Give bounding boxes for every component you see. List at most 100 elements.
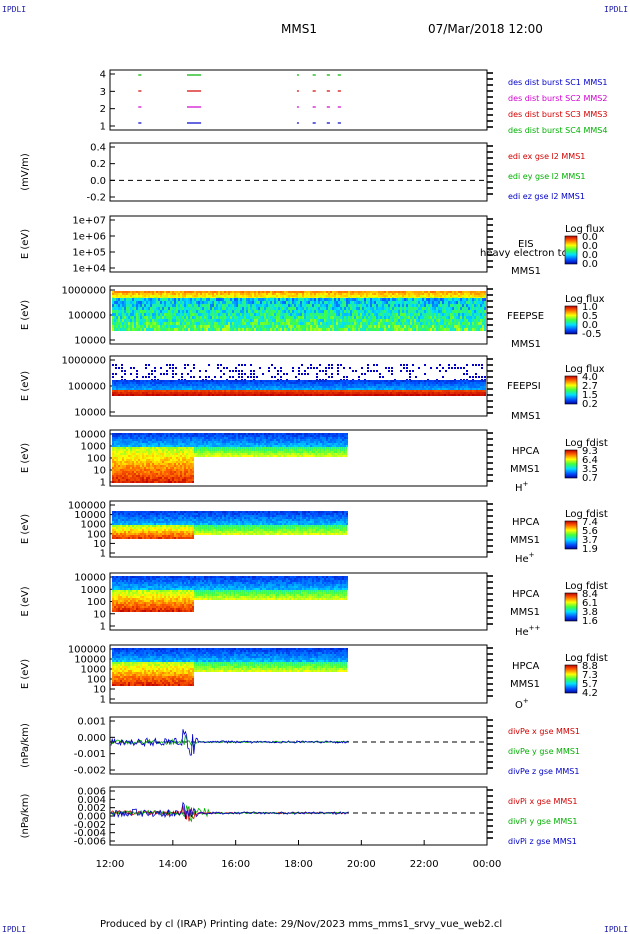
- spectrogram-cell: [334, 388, 336, 390]
- spectrogram-cell: [146, 322, 148, 325]
- spectrogram-cell: [272, 388, 274, 390]
- spectrogram-cell: [424, 380, 426, 382]
- spectrogram-cell: [274, 293, 276, 295]
- spectrogram-cell: [306, 392, 308, 394]
- spectrogram-cell: [148, 386, 150, 388]
- spectrogram-cell: [346, 376, 348, 378]
- spectrogram-cell: [440, 388, 442, 390]
- spectrogram-cell: [120, 328, 122, 331]
- spectrogram-cell: [344, 325, 346, 328]
- spectrogram-cell: [266, 295, 268, 297]
- spectrogram-cell: [154, 316, 156, 319]
- spectrogram-cell: [184, 367, 186, 369]
- spectrogram-cell: [298, 367, 300, 369]
- legend-entry: des dist burst SC4 MMS4: [508, 126, 607, 135]
- spectrogram-cell: [250, 319, 252, 322]
- spectrogram-cell: [436, 394, 438, 396]
- spectrogram-cell: [430, 384, 432, 386]
- spectrogram-cell: [130, 380, 132, 382]
- spectrogram-cell: [128, 301, 130, 304]
- spectrogram-cell: [376, 310, 378, 313]
- spectrogram-cell: [234, 301, 236, 304]
- spectrogram-cell: [256, 328, 258, 331]
- spectrogram-cell: [352, 388, 354, 390]
- spectrogram-cell: [132, 445, 134, 447]
- spectrogram-cell: [116, 380, 118, 382]
- spectrogram-cell: [460, 367, 462, 369]
- spectrogram-cell: [134, 380, 136, 382]
- spectrogram-cell: [186, 394, 188, 396]
- spectrogram-cell: [212, 298, 214, 301]
- spectrogram-cell: [158, 301, 160, 304]
- spectrogram-cell: [424, 291, 426, 293]
- spectrogram-cell: [220, 313, 222, 316]
- spectrogram-cell: [114, 325, 116, 328]
- spectrogram-cell: [254, 388, 256, 390]
- spectrogram-cell: [230, 316, 232, 319]
- spectrogram-cell: [468, 301, 470, 304]
- spectrogram-cell: [336, 388, 338, 390]
- spectrogram-cell: [142, 307, 144, 310]
- spectrogram-cell: [412, 293, 414, 295]
- spectrogram-cell: [390, 304, 392, 307]
- spectrogram-cell: [464, 328, 466, 331]
- spectrogram-cell: [230, 384, 232, 386]
- spectrogram-cell: [140, 384, 142, 386]
- spectrogram-cell: [224, 394, 226, 396]
- spectrogram-cell: [268, 382, 270, 384]
- spectrogram-cell: [334, 328, 336, 331]
- spectrogram-cell: [148, 390, 150, 392]
- spectrogram-cell: [132, 295, 134, 297]
- spectrogram-cell: [194, 304, 196, 307]
- spectrogram-cell: [124, 307, 126, 310]
- spectrogram-cell: [398, 301, 400, 304]
- spectrogram-cell: [176, 445, 178, 447]
- spectrogram-cell: [196, 328, 198, 331]
- spectrogram-cell: [206, 313, 208, 316]
- spectrogram-cell: [472, 291, 474, 293]
- spectrogram-cell: [184, 319, 186, 322]
- spectrogram-cell: [386, 298, 388, 301]
- spectrogram-cell: [475, 373, 477, 375]
- spectrogram-cell: [224, 380, 226, 382]
- spectrogram-cell: [392, 384, 394, 386]
- spectrogram-cell: [474, 319, 476, 322]
- spectrogram-cell: [384, 328, 386, 331]
- spectrogram-cell: [466, 325, 468, 328]
- spectrogram-cell: [312, 293, 314, 295]
- spectrogram-cell: [382, 291, 384, 293]
- spectrogram-cell: [342, 316, 344, 319]
- spectrogram-cell: [476, 328, 478, 331]
- spectrogram-cell: [390, 386, 392, 388]
- spectrogram-cell: [156, 433, 158, 435]
- spectrogram-cell: [332, 291, 334, 293]
- spectrogram-cell: [228, 382, 230, 384]
- spectrogram-cell: [300, 394, 302, 396]
- spectrogram-cell: [180, 295, 182, 297]
- spectrogram-cell: [442, 392, 444, 394]
- spectrogram-cell: [288, 316, 290, 319]
- spectrogram-cell: [482, 319, 484, 322]
- spectrogram-cell: [184, 298, 186, 301]
- spectrogram-cell: [472, 390, 474, 392]
- spectrogram-cell: [194, 291, 196, 293]
- spectrogram-cell: [334, 392, 336, 394]
- spectrogram-cell: [116, 392, 118, 394]
- spectrogram-cell: [420, 390, 422, 392]
- spectrogram-cell: [314, 307, 316, 310]
- spectrogram-cell: [310, 325, 312, 328]
- spectrogram-cell: [126, 322, 128, 325]
- spectrogram-cell: [298, 380, 300, 382]
- spectrogram-cell: [216, 298, 218, 301]
- spectrogram-cell: [310, 316, 312, 319]
- spectrogram-cell: [400, 394, 402, 396]
- y-tick-label: 10: [93, 466, 106, 477]
- spectrogram-cell: [396, 382, 398, 384]
- spectrogram-cell: [420, 388, 422, 390]
- spectrogram-cell: [234, 316, 236, 319]
- spectrogram-cell: [414, 392, 416, 394]
- spectrogram-cell: [232, 304, 234, 307]
- spectrogram-cell: [362, 390, 364, 392]
- spectrogram-cell: [234, 319, 236, 322]
- spectrogram-cell: [214, 388, 216, 390]
